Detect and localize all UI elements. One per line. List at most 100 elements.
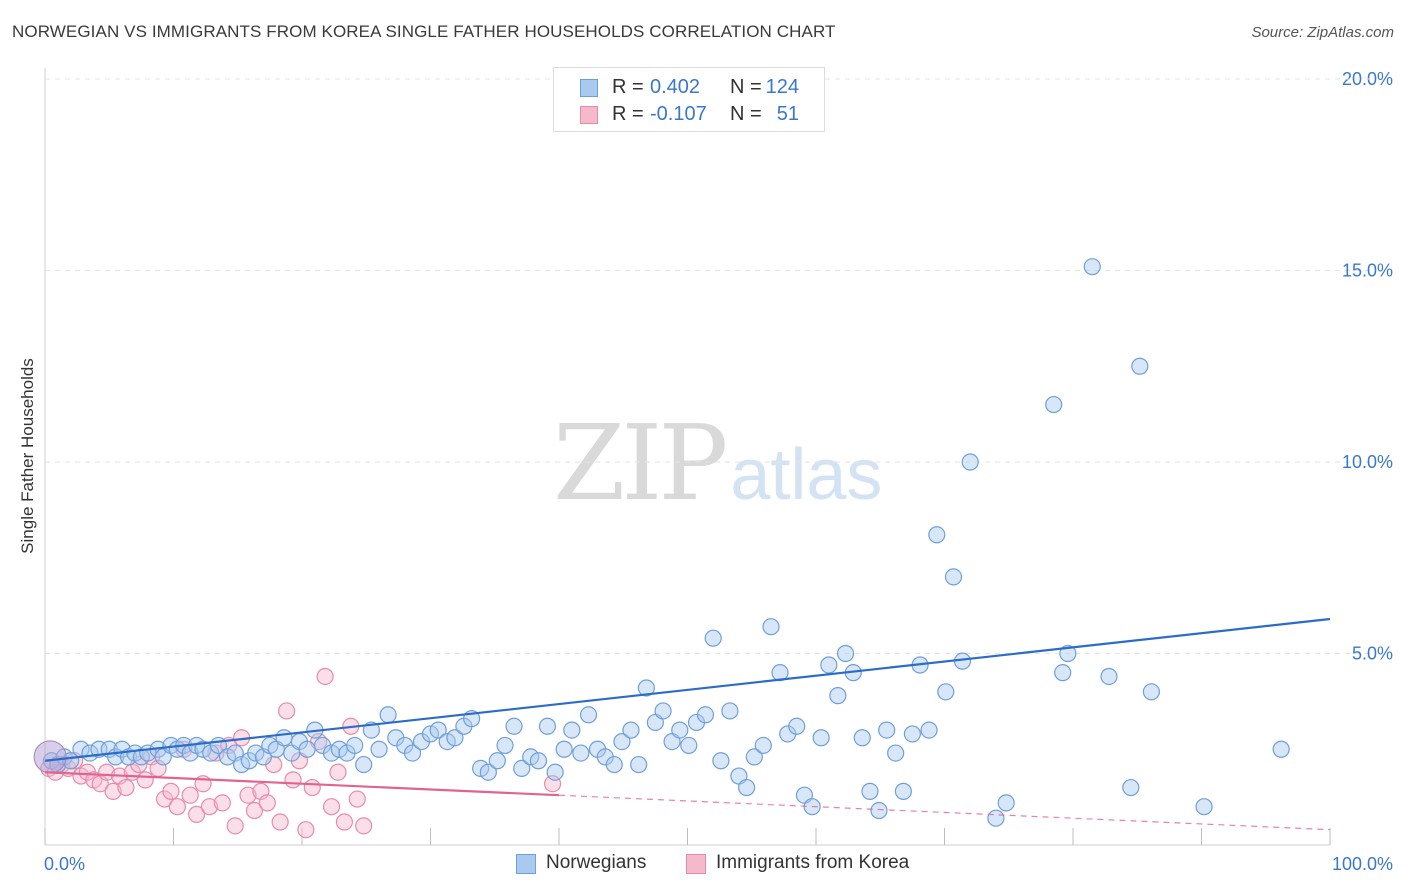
norwegians-point	[937, 683, 955, 701]
legend-swatch-norwegians	[580, 79, 598, 97]
legend-n-label: N =	[730, 76, 762, 98]
norwegians-point	[836, 644, 855, 663]
norwegians-point	[745, 748, 763, 766]
norwegians-point	[861, 782, 879, 800]
cluster-point	[33, 740, 67, 774]
y-axis-label: Single Father Households	[18, 358, 37, 554]
norwegians-point	[218, 748, 237, 766]
norwegians-point	[894, 782, 912, 800]
korea-point	[226, 817, 244, 835]
legend-swatch-norwegians	[516, 854, 536, 874]
norwegians-point	[1059, 644, 1077, 663]
korea-point	[168, 798, 186, 816]
norwegians-point	[944, 568, 963, 586]
legend-label-norwegians: Norwegians	[546, 852, 647, 873]
norwegians-point	[572, 744, 590, 762]
legend-swatch-korea	[686, 854, 706, 874]
norwegians-point	[870, 801, 888, 820]
norwegians-point	[233, 755, 251, 774]
norwegians-point	[696, 706, 715, 724]
norwegians-point	[829, 687, 847, 705]
norwegians-point	[812, 729, 830, 747]
norwegians-trendline	[44, 617, 1331, 762]
norwegians-point	[680, 736, 698, 755]
korea-point	[348, 790, 366, 808]
norwegians-point	[538, 717, 557, 735]
norwegians-point	[247, 744, 265, 762]
norwegians-point	[630, 755, 648, 774]
norwegians-point	[1122, 778, 1140, 797]
norwegians-point	[920, 721, 938, 739]
norwegians-point	[379, 706, 397, 724]
legend-n-value: 51	[776, 103, 799, 125]
norwegians-point	[438, 732, 456, 751]
chart-title: NORWEGIAN VS IMMIGRANTS FROM KOREA SINGL…	[12, 22, 836, 41]
korea-point	[213, 794, 231, 812]
norwegians-point	[563, 721, 581, 739]
stats-legend: R = 0.402 N = 124 R = -0.107 N = 51	[553, 67, 825, 132]
legend-n-label: N =	[730, 103, 762, 125]
legend-r-label: R =	[612, 76, 644, 98]
norwegians-point	[1142, 683, 1160, 701]
korea-trendline-extension	[558, 794, 1331, 831]
norwegians-point	[579, 706, 598, 724]
norwegians-point	[704, 629, 722, 647]
korea-point	[181, 786, 199, 804]
norwegians-point	[1054, 664, 1072, 682]
norwegians-point	[1083, 258, 1101, 276]
norwegians-point	[671, 721, 689, 739]
korea-point	[200, 798, 219, 816]
norwegians-point	[738, 778, 756, 797]
legend-r-label: R =	[612, 103, 644, 125]
norwegians-point	[987, 809, 1005, 827]
korea-point	[335, 813, 354, 831]
norwegians-point	[613, 732, 631, 751]
norwegians-point	[820, 656, 838, 674]
norwegians-point	[522, 748, 540, 766]
norwegians-point	[622, 721, 640, 739]
norwegians-point	[654, 702, 672, 720]
norwegians-point	[878, 721, 896, 739]
norwegians-point	[605, 755, 623, 774]
norwegians-point	[762, 618, 780, 636]
norwegians-point	[275, 729, 293, 747]
norwegians-point	[479, 763, 497, 781]
legend-row-norwegians: R = 0.402 N = 124	[554, 76, 824, 102]
korea-point	[303, 778, 321, 797]
y-tick-label: 10.0%	[1342, 452, 1393, 472]
legend-r-value: -0.107	[650, 103, 707, 125]
norwegians-point	[298, 740, 316, 758]
y-tick-label: 5.0%	[1352, 644, 1393, 664]
korea-point	[258, 794, 276, 812]
norwegians-point	[903, 725, 921, 743]
korea-point	[277, 702, 296, 720]
norwegians-point	[421, 725, 440, 743]
norwegians-point	[721, 702, 739, 720]
korea-point	[136, 771, 154, 789]
korea-point	[188, 805, 206, 823]
norwegians-point	[472, 759, 490, 778]
norwegians-point	[346, 736, 364, 755]
legend-r-value: 0.402	[650, 76, 701, 98]
norwegians-point	[1131, 357, 1149, 375]
legend-label-korea: Immigrants from Korea	[716, 852, 910, 873]
korea-point	[162, 782, 180, 800]
norwegians-point	[1045, 395, 1063, 414]
korea-point	[239, 786, 257, 804]
korea-trendline	[44, 771, 560, 797]
norwegians-point	[403, 744, 422, 762]
norwegians-point	[928, 526, 946, 544]
norwegians-point	[355, 755, 373, 774]
norwegians-point	[887, 744, 905, 762]
norwegians-point	[446, 729, 464, 747]
korea-point	[104, 782, 122, 800]
norwegians-point	[1100, 667, 1118, 686]
norwegians-point	[997, 794, 1015, 812]
y-tick-label: 15.0%	[1342, 261, 1393, 281]
korea-point	[316, 667, 334, 686]
korea-point	[245, 801, 264, 820]
norwegians-point	[637, 679, 655, 697]
norwegians-point	[505, 717, 523, 735]
norwegians-point	[429, 721, 447, 739]
